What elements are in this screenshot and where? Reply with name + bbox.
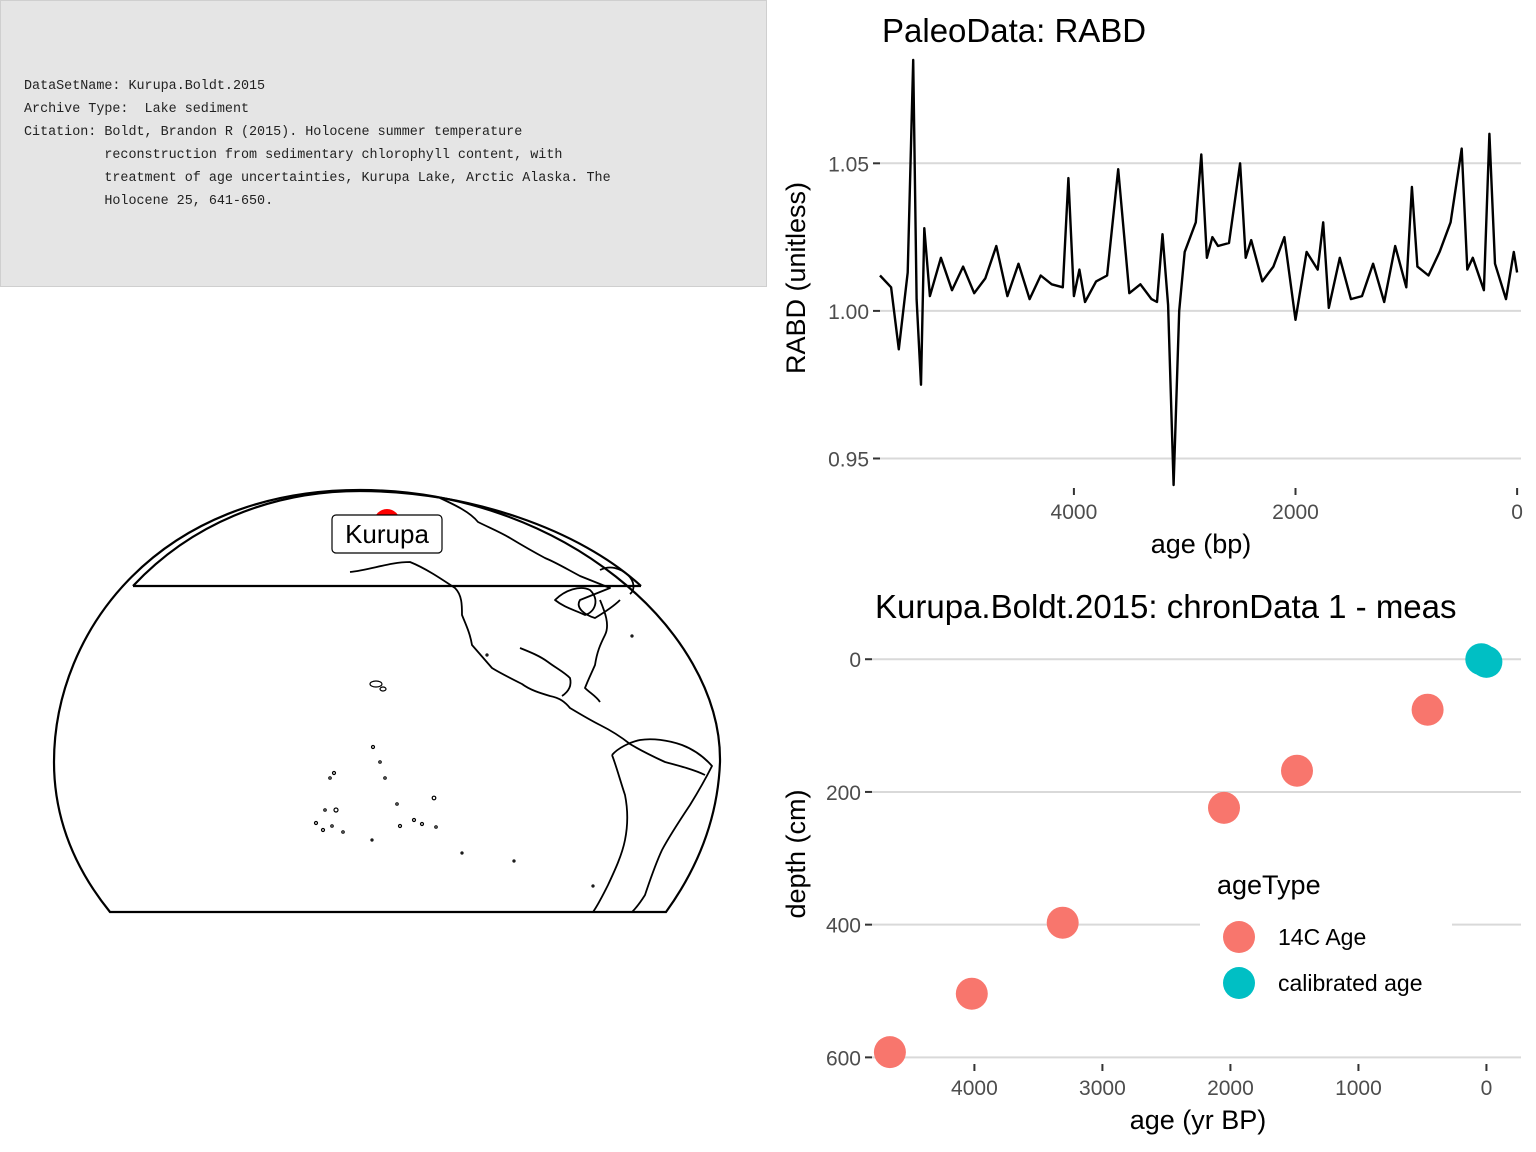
site-label-box: Kurupa — [331, 514, 443, 554]
point-14c-age — [873, 1036, 906, 1069]
point-14c-age — [1046, 906, 1079, 939]
site-label-background — [331, 514, 443, 554]
island — [341, 830, 345, 834]
coastline-greenland — [599, 566, 635, 595]
y-axis-label: depth (cm) — [781, 789, 811, 918]
y-tick-label: 200 — [826, 782, 861, 805]
island — [320, 827, 326, 833]
y-tick-label: 600 — [826, 1047, 861, 1070]
island — [323, 808, 327, 812]
x-tick-label: 2000 — [1272, 501, 1319, 524]
site-map: Kurupa — [52, 488, 722, 914]
island — [378, 760, 382, 764]
island — [379, 686, 387, 692]
x-axis: 4000 2000 0 — [1051, 488, 1523, 524]
point-14c-age — [955, 977, 988, 1010]
coastline-south-america-west — [592, 754, 629, 913]
island — [331, 770, 337, 776]
rabd-series-line — [879, 58, 1519, 487]
x-axis: 4000 3000 2000 1000 0 — [951, 1064, 1492, 1100]
legend-marker-calibrated-age — [1223, 967, 1255, 999]
citation-line: reconstruction from sedimentary chloroph… — [104, 148, 563, 163]
island — [383, 776, 387, 780]
gridlines — [872, 658, 1521, 1059]
coastline-alaska-canada — [439, 497, 621, 619]
island — [397, 823, 403, 829]
point-14c-age — [1208, 791, 1240, 824]
legend-label-calibrated-age: calibrated age — [1278, 970, 1423, 996]
island — [370, 744, 376, 750]
island — [431, 795, 437, 801]
x-tick-label: 4000 — [951, 1077, 998, 1100]
chart-title: PaleoData: RABD — [882, 12, 1146, 49]
island — [460, 851, 464, 855]
island — [411, 817, 417, 823]
citation-line: Boldt, Brandon R (2015). Holocene summer… — [104, 125, 523, 140]
island — [395, 802, 399, 806]
y-tick-label: 400 — [826, 915, 861, 938]
point-14c-age — [1281, 754, 1313, 787]
island — [369, 680, 383, 688]
y-tick-label: 0 — [849, 649, 861, 672]
dataset-name-value: Kurupa.Boldt.2015 — [128, 79, 266, 94]
dataset-name-label: DataSetName: — [24, 79, 121, 94]
citation-label: Citation: — [24, 125, 97, 140]
coastline-gulf — [519, 647, 572, 697]
site-label: Kurupa — [345, 519, 429, 549]
legend-title: ageType — [1217, 870, 1321, 900]
y-axis-label: RABD (unitless) — [781, 182, 811, 374]
y-tick-label: 0.95 — [828, 448, 869, 471]
dataset-info-text: DataSetName: Kurupa.Boldt.2015 Archive T… — [24, 75, 611, 213]
y-tick-label: 1.05 — [828, 153, 869, 176]
island — [328, 776, 332, 780]
y-axis: 0.95 1.00 1.05 — [828, 153, 880, 471]
x-tick-label: 4000 — [1051, 501, 1098, 524]
x-axis-label: age (bp) — [1151, 529, 1252, 559]
paleo-rabd-chart: PaleoData: RABD 0.95 1.00 1.05 4000 2000 0 a… — [781, 12, 1523, 559]
map-coastlines — [349, 497, 713, 913]
island — [630, 634, 634, 638]
point-14c-age — [1411, 693, 1444, 726]
coastline-south-america — [611, 738, 713, 913]
map-frame — [52, 488, 722, 914]
x-tick-label: 1000 — [1335, 1077, 1382, 1100]
chart-title: Kurupa.Boldt.2015: chronData 1 - meas — [875, 588, 1457, 625]
island — [330, 824, 334, 828]
citation-line: Holocene 25, 641-650. — [104, 194, 274, 209]
coastline-east-coast — [584, 599, 608, 703]
citation-line: treatment of age uncertainties, Kurupa L… — [104, 171, 611, 186]
map-islands — [313, 634, 634, 888]
island — [512, 859, 516, 863]
island — [434, 825, 438, 829]
x-tick-label: 0 — [1511, 501, 1523, 524]
map-upper-boundary — [132, 489, 642, 587]
gridlines — [880, 162, 1521, 460]
island — [485, 653, 489, 657]
legend-label-14c-age: 14C Age — [1278, 924, 1366, 950]
x-axis-label: age (yr BP) — [1130, 1105, 1267, 1135]
archive-type-value: Lake sediment — [144, 102, 250, 117]
data-points — [873, 643, 1503, 1069]
island — [313, 820, 319, 826]
coastline-west-coast — [349, 561, 706, 776]
legend: ageType 14C Age calibrated age — [1217, 870, 1423, 999]
dataset-info-panel: DataSetName: Kurupa.Boldt.2015 Archive T… — [0, 0, 767, 287]
y-axis: 0 200 400 600 — [826, 649, 872, 1070]
legend-marker-14c-age — [1223, 921, 1255, 953]
chron-data-chart: Kurupa.Boldt.2015: chronData 1 - meas 0 2… — [781, 588, 1521, 1135]
island — [419, 821, 425, 827]
archive-type-label: Archive Type: — [24, 102, 129, 117]
coastline-hudson-bay — [554, 587, 597, 616]
island — [370, 838, 374, 842]
x-tick-label: 0 — [1481, 1077, 1493, 1100]
point-calibrated-age — [1465, 643, 1498, 676]
y-tick-label: 1.00 — [828, 301, 869, 324]
x-tick-label: 3000 — [1079, 1077, 1126, 1100]
island — [333, 807, 339, 813]
x-tick-label: 2000 — [1207, 1077, 1254, 1100]
island — [591, 884, 595, 888]
